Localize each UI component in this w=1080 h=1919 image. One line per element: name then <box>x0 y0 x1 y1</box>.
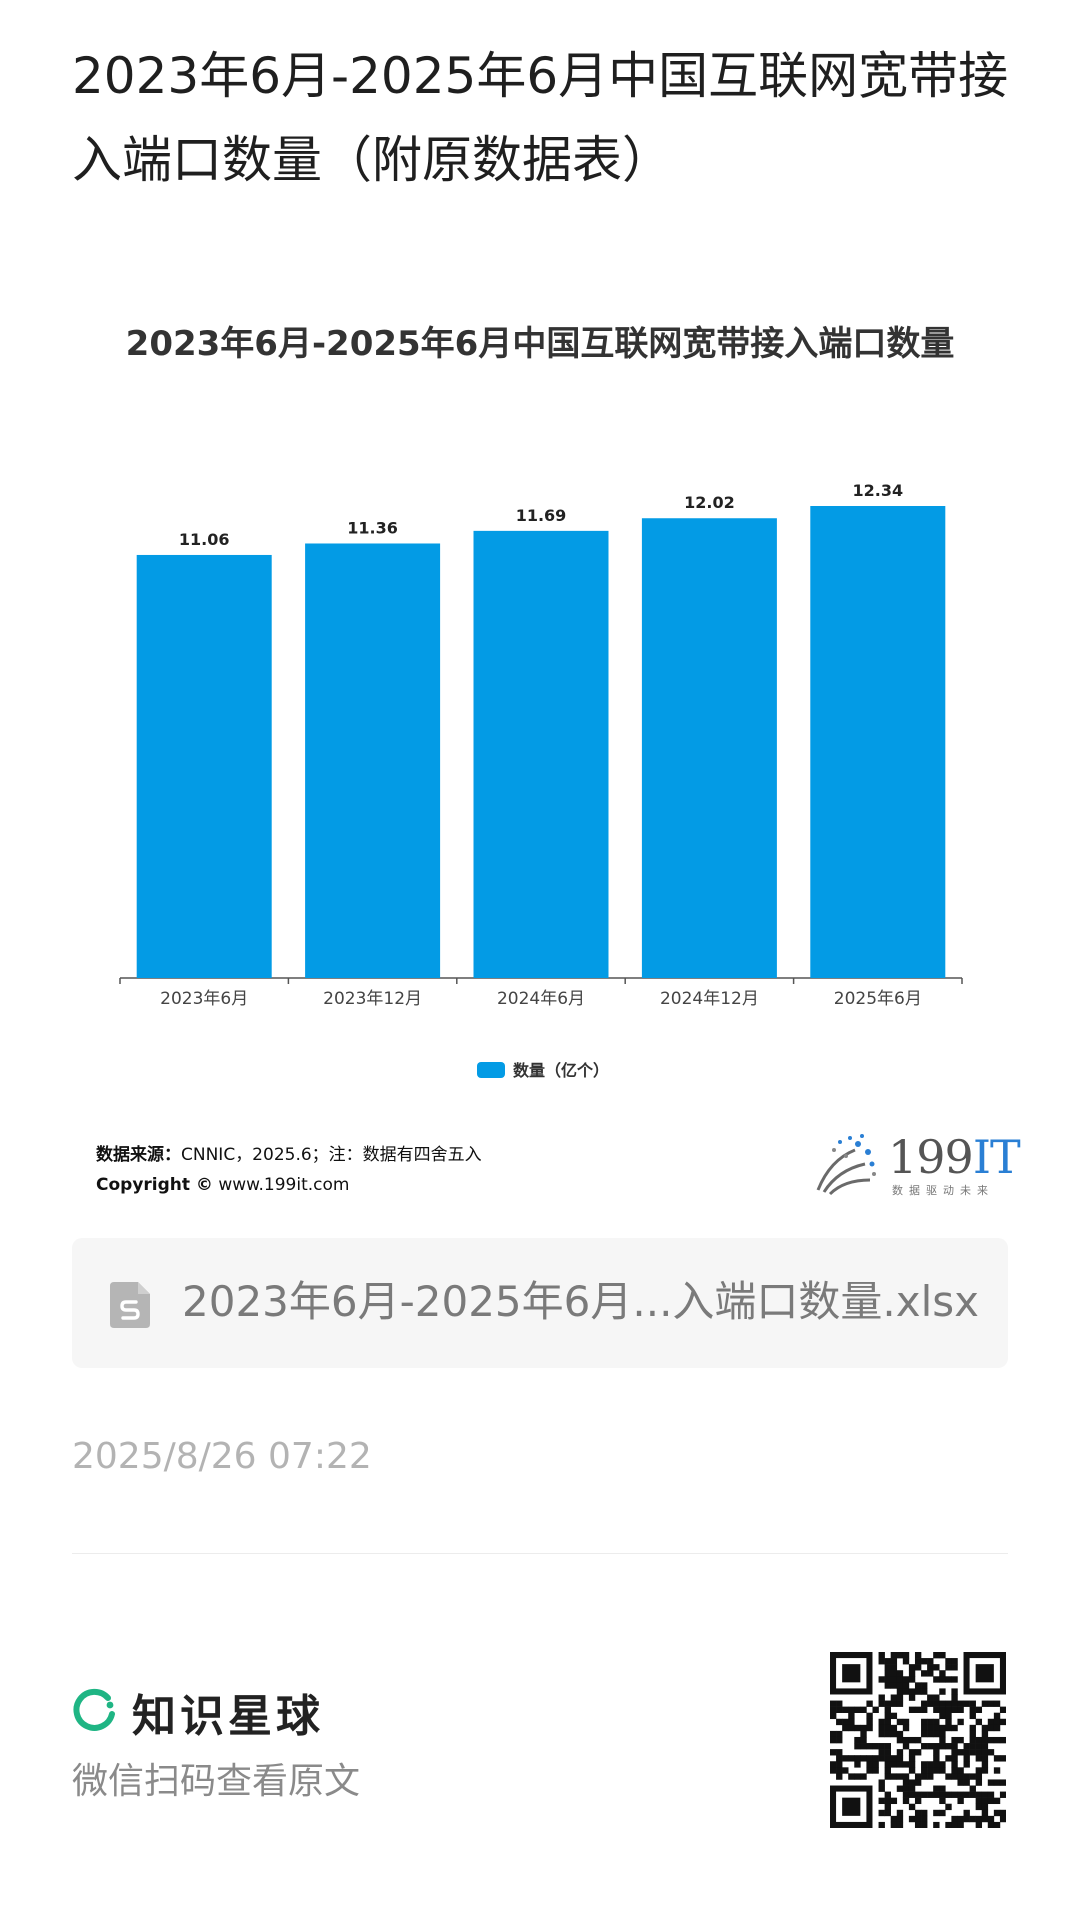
bar <box>810 506 946 978</box>
bar-value-label: 11.36 <box>347 518 398 537</box>
x-tick-label: 2023年12月 <box>323 989 422 1009</box>
x-tick-label: 2023年6月 <box>160 989 248 1009</box>
dandelion-logo-icon <box>816 1134 876 1196</box>
bar-value-label: 11.06 <box>179 530 230 549</box>
legend-swatch <box>477 1062 505 1078</box>
bar-value-label: 12.02 <box>684 493 735 512</box>
copyright-url: www.199it.com <box>218 1175 350 1195</box>
bar <box>305 543 441 978</box>
zsxq-logo-icon <box>73 1688 115 1731</box>
attachment-card[interactable]: 2023年6月-2025年6月...入端口数量.xlsx <box>72 1238 1008 1368</box>
x-tick-label: 2024年12月 <box>660 989 759 1009</box>
source-label: 数据来源： <box>96 1145 181 1165</box>
chart-card: 2023年6月-2025年6月中国互联网宽带接入端口数量 11.06 2023年6… <box>72 280 1008 1210</box>
logo-199it-text: 199IT <box>888 1130 1021 1184</box>
copyright-label: Copyright © <box>96 1175 213 1195</box>
page-title: 2023年6月-2025年6月中国互联网宽带接入端口数量（附原数据表） <box>72 47 1009 189</box>
source-note: 数据来源：CNNIC，2025.6；注：数据有四舍五入 Copyright © … <box>96 1140 482 1200</box>
logo-199it: 199IT 数据驱动未来 <box>810 1130 1021 1200</box>
x-tick-label: 2025年6月 <box>834 989 922 1009</box>
logo-199it-tagline: 数据驱动未来 <box>892 1184 994 1197</box>
qr-code[interactable] <box>830 1652 1006 1828</box>
post-timestamp: 2025/8/26 07:22 <box>72 1436 372 1477</box>
bar-value-label: 11.69 <box>516 506 567 525</box>
chart-title: 2023年6月-2025年6月中国互联网宽带接入端口数量 <box>125 324 955 364</box>
spreadsheet-file-icon <box>110 1282 150 1328</box>
source-text: CNNIC，2025.6；注：数据有四舍五入 <box>181 1145 482 1165</box>
bar-value-label: 12.34 <box>852 481 903 500</box>
bar-chart: 11.06 2023年6月 11.36 2023年12月 11.69 2024年6月 12.… <box>119 481 963 1080</box>
divider <box>72 1553 1008 1554</box>
attachment-file-name[interactable]: 2023年6月-2025年6月...入端口数量.xlsx <box>182 1277 980 1326</box>
bar <box>641 518 777 978</box>
zsxq-brand-name: 知识星球 <box>132 1691 324 1742</box>
x-tick-label: 2024年6月 <box>497 989 585 1009</box>
bar <box>473 530 609 978</box>
legend-label: 数量（亿个） <box>513 1061 609 1080</box>
scan-qr-hint: 微信扫码查看原文 <box>72 1761 361 1802</box>
bar <box>136 554 272 978</box>
